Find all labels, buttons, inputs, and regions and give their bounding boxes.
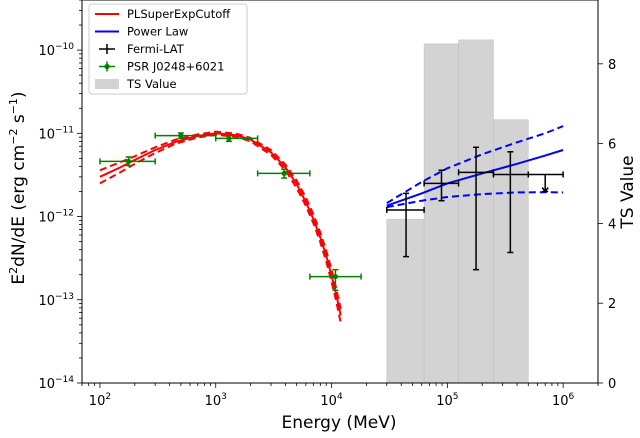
y-tick-label: 10−11 [38, 125, 74, 142]
legend-label: Power Law [127, 25, 188, 39]
powerlaw-line [386, 149, 564, 207]
x-tick-label: 104 [320, 392, 343, 409]
y2-tick-label: 0 [608, 377, 616, 392]
y2-tick-label: 2 [608, 297, 616, 312]
y-axis-ticks: 10−14 10−13 10−12 10−11 10−10 [38, 0, 82, 392]
legend-swatch-patch [95, 79, 119, 89]
fermi-point-arrow [541, 187, 549, 193]
y-tick-label: 10−13 [38, 292, 74, 309]
y2-axis-label: TS Value [618, 155, 638, 229]
model-curves-layer [99, 125, 564, 323]
data-points-layer [99, 132, 564, 292]
psr-point [154, 132, 217, 140]
psr-point [99, 156, 156, 167]
psr-point-marker [281, 170, 287, 177]
psr-point-marker [226, 135, 232, 141]
y-tick-label: 10−12 [38, 209, 74, 226]
y2-axis-ticks: 0 2 4 6 8 [598, 58, 616, 392]
ts-bars-layer [386, 39, 529, 384]
legend-swatch-marker [104, 63, 110, 70]
fermi-point [386, 192, 425, 258]
fermi-point [423, 169, 460, 202]
x-axis-ticks: 102 103 104 105 106 [81, 383, 599, 409]
y-tick-label: 10−14 [38, 375, 74, 392]
ts-bar [423, 43, 459, 384]
x-tick-label: 105 [436, 392, 458, 409]
fermi-point [527, 171, 564, 193]
y2-tick-label: 6 [608, 138, 616, 153]
cutoff-model-lower [99, 133, 342, 323]
y2-tick-label: 8 [608, 58, 616, 73]
psr-point-marker [178, 132, 184, 139]
x-tick-label: 103 [205, 392, 227, 409]
legend-label: PLSuperExpCutoff [127, 7, 231, 21]
legend-label: PSR J0248+6021 [127, 60, 224, 74]
legend: PLSuperExpCutoff Power Law Fermi-LAT PSR J0… [88, 3, 248, 95]
y-axis-label: E2dN/dE (erg cm−2 s−1) [7, 91, 29, 284]
y2-tick-label: 4 [608, 217, 616, 232]
psr-point [309, 268, 362, 292]
x-tick-label: 102 [89, 392, 111, 409]
x-axis-label: Energy (MeV) [282, 413, 397, 433]
psr-point-marker [126, 158, 132, 164]
legend-label: TS Value [126, 77, 177, 91]
x-tick-label: 106 [552, 392, 575, 409]
psr-point [256, 168, 311, 179]
legend-box [88, 3, 248, 95]
cutoff-model-line [99, 132, 342, 316]
psr-point [214, 134, 259, 143]
psr-point-marker [332, 273, 339, 280]
y-tick-label: 10−10 [38, 42, 74, 59]
legend-label: Fermi-LAT [127, 42, 185, 56]
cutoff-model-upper [99, 130, 342, 310]
